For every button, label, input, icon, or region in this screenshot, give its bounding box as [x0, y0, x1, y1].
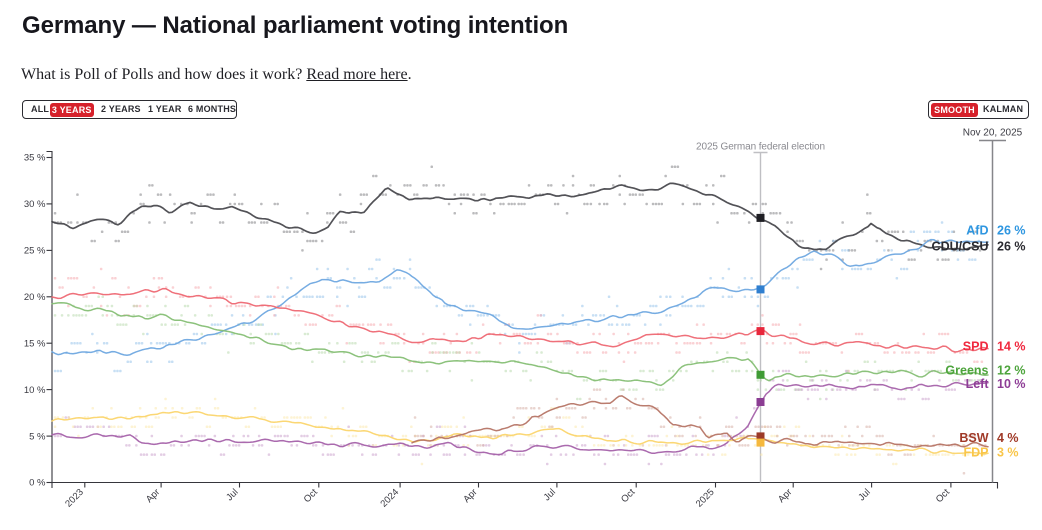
svg-text:35 %: 35 % — [24, 153, 46, 164]
svg-text:30 %: 30 % — [24, 199, 46, 210]
svg-text:Jul: Jul — [224, 487, 240, 503]
svg-text:12 %: 12 % — [997, 364, 1026, 378]
svg-text:3 %: 3 % — [997, 446, 1019, 460]
svg-text:2025: 2025 — [694, 487, 717, 510]
svg-text:Oct: Oct — [934, 487, 952, 505]
svg-text:Oct: Oct — [302, 487, 320, 505]
svg-text:15 %: 15 % — [24, 338, 46, 349]
svg-text:5 %: 5 % — [29, 431, 46, 442]
svg-text:CDU/CSU: CDU/CSU — [932, 240, 989, 254]
svg-text:BSW: BSW — [959, 431, 988, 445]
svg-text:2025 German federal election: 2025 German federal election — [696, 142, 825, 153]
svg-text:Apr: Apr — [461, 487, 479, 505]
svg-text:Jul: Jul — [542, 487, 558, 503]
svg-text:SPD: SPD — [963, 340, 989, 354]
svg-text:26 %: 26 % — [997, 240, 1026, 254]
svg-text:14 %: 14 % — [997, 340, 1026, 354]
svg-text:Oct: Oct — [619, 487, 637, 505]
svg-text:Jul: Jul — [856, 487, 872, 503]
svg-text:10 %: 10 % — [997, 377, 1026, 391]
svg-text:Left: Left — [966, 377, 990, 391]
svg-text:26 %: 26 % — [997, 224, 1026, 238]
svg-text:Nov 20, 2025: Nov 20, 2025 — [963, 128, 1023, 139]
svg-text:0 %: 0 % — [29, 478, 46, 489]
svg-text:FDP: FDP — [964, 446, 989, 460]
svg-text:AfD: AfD — [966, 224, 988, 238]
svg-text:Apr: Apr — [776, 487, 794, 505]
svg-text:25 %: 25 % — [24, 246, 46, 257]
svg-text:10 %: 10 % — [24, 385, 46, 396]
svg-text:Greens: Greens — [945, 364, 988, 378]
svg-text:Apr: Apr — [144, 487, 162, 505]
svg-text:2023: 2023 — [63, 487, 86, 510]
svg-text:20 %: 20 % — [24, 292, 46, 303]
svg-text:2024: 2024 — [378, 487, 401, 510]
svg-text:4 %: 4 % — [997, 431, 1019, 445]
